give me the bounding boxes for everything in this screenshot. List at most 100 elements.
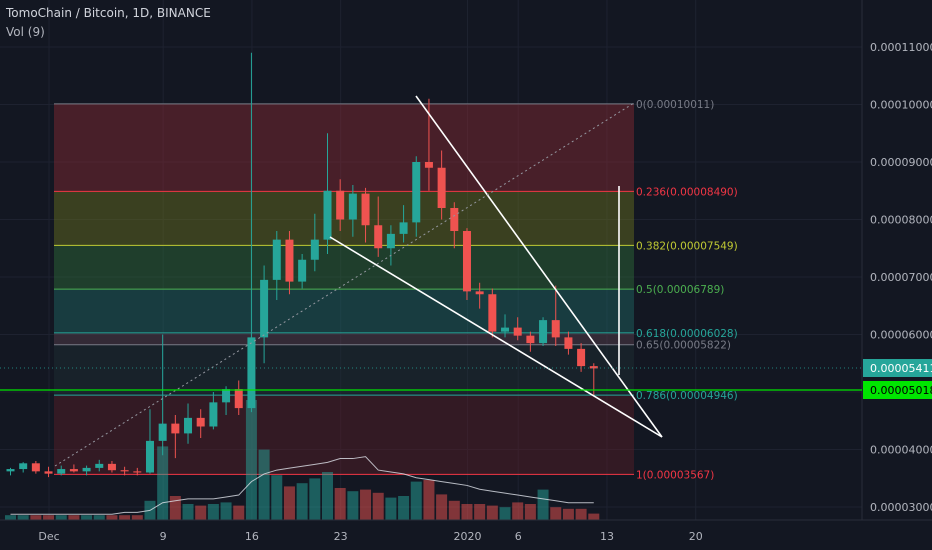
candle-body [285, 239, 294, 282]
volume-bar [43, 515, 55, 520]
candle-body [475, 291, 484, 295]
candle-body [361, 193, 370, 226]
x-tick-label: 20 [689, 530, 703, 543]
volume-bar [17, 515, 29, 520]
candle-body [323, 190, 332, 240]
candle-body [348, 193, 357, 220]
volume-ma-line [10, 456, 594, 515]
y-tick-label: 0.00010000 [870, 99, 932, 112]
candle-body [6, 469, 15, 472]
volume-bar [474, 504, 486, 520]
candle-body [247, 337, 256, 409]
volume-bar [169, 496, 181, 520]
x-tick-label: 16 [245, 530, 259, 543]
candle-body [260, 279, 269, 338]
last-price-label: 0.00005411 [870, 362, 932, 375]
volume-bar [68, 515, 80, 520]
volume-bar [245, 400, 257, 520]
candle-body [501, 327, 510, 332]
volume-bar [283, 486, 295, 520]
fib-level-label: 0.65(0.00005822) [636, 340, 731, 352]
volume-bar [423, 480, 435, 520]
volume-bar [410, 481, 422, 520]
candle-body [513, 327, 522, 336]
x-tick-label: 6 [515, 530, 522, 543]
volume-bar [106, 515, 118, 520]
volume-bar [81, 515, 93, 520]
x-tick-label: 9 [160, 530, 167, 543]
y-tick-label: 0.00004000 [870, 444, 932, 457]
candle-body [424, 162, 433, 168]
volume-bar [296, 483, 308, 520]
candle-body [298, 259, 307, 282]
fib-level-label: 0.236(0.00008490) [636, 186, 738, 198]
candles [6, 52, 598, 478]
volume-bar [398, 496, 410, 520]
volume-bar [372, 492, 384, 520]
lower-trendline[interactable] [329, 236, 663, 438]
volume-bar [347, 491, 359, 520]
y-tick-label: 0.00006000 [870, 329, 932, 342]
candle-body [488, 294, 497, 332]
volume-bar [157, 446, 169, 520]
candle-body [272, 239, 281, 280]
upper-trendline[interactable] [415, 95, 663, 438]
trendline-drawings[interactable] [54, 95, 663, 467]
volume-bar [131, 515, 143, 520]
candle-body [209, 402, 218, 427]
volume-bar [30, 515, 42, 520]
candle-body [462, 231, 471, 292]
candle-body [386, 233, 395, 249]
candle-body [374, 225, 383, 249]
candle-body [336, 190, 345, 220]
volume-bar [524, 504, 536, 520]
fib-level-label: 0.618(0.00006028) [636, 328, 738, 340]
candle-body [234, 389, 243, 409]
volume-bar [93, 515, 105, 520]
candle-body [145, 440, 154, 473]
candle-body [412, 162, 421, 223]
volume-bar [537, 489, 549, 520]
y-tick-label: 0.00003000 [870, 501, 932, 514]
volume-bar [360, 489, 372, 520]
candle-body [82, 467, 91, 472]
volume-bar [182, 504, 194, 520]
volume-bar [486, 505, 498, 520]
volume-bar [575, 508, 587, 520]
y-tick-label: 0.00011000 [870, 41, 932, 54]
volume-bar [5, 515, 16, 520]
candle-body [589, 366, 598, 369]
fib-zone [54, 395, 634, 475]
candle-body [450, 208, 459, 231]
candle-body [526, 335, 535, 344]
candle-body [69, 469, 78, 472]
candle-body [551, 320, 560, 338]
fib-level-label: 0.786(0.00004946) [636, 390, 738, 402]
candle-body [107, 463, 116, 471]
fib-level-label: 0.382(0.00007549) [636, 240, 738, 252]
last-price-tag [863, 359, 932, 377]
y-tick-label: 0.00009000 [870, 156, 932, 169]
volume-bar [385, 497, 397, 520]
candle-body [171, 423, 180, 434]
volume-bar [562, 508, 574, 520]
volume-bar [119, 515, 131, 520]
price-tags: 0.00005411 0.00005018 [0, 359, 932, 399]
volume-bar [448, 500, 460, 520]
volume-legend[interactable]: Vol (9) [6, 25, 45, 39]
symbol-title[interactable]: TomoChain / Bitcoin, 1D, BINANCE [6, 6, 211, 20]
volume-bar [512, 502, 524, 520]
volume-bar [322, 472, 333, 520]
fib-level-label: 0(0.00010011) [636, 99, 714, 111]
candle-body [564, 337, 573, 349]
candle-body [222, 389, 231, 403]
volume-bar [233, 505, 245, 520]
x-tick-label: 23 [334, 530, 348, 543]
x-tick-label: 2020 [453, 530, 481, 543]
fib-diagonal-line [54, 102, 635, 467]
volume-bar [195, 505, 207, 520]
fib-zone [54, 103, 634, 192]
volume-pane [5, 400, 600, 520]
candle-body [577, 348, 586, 367]
